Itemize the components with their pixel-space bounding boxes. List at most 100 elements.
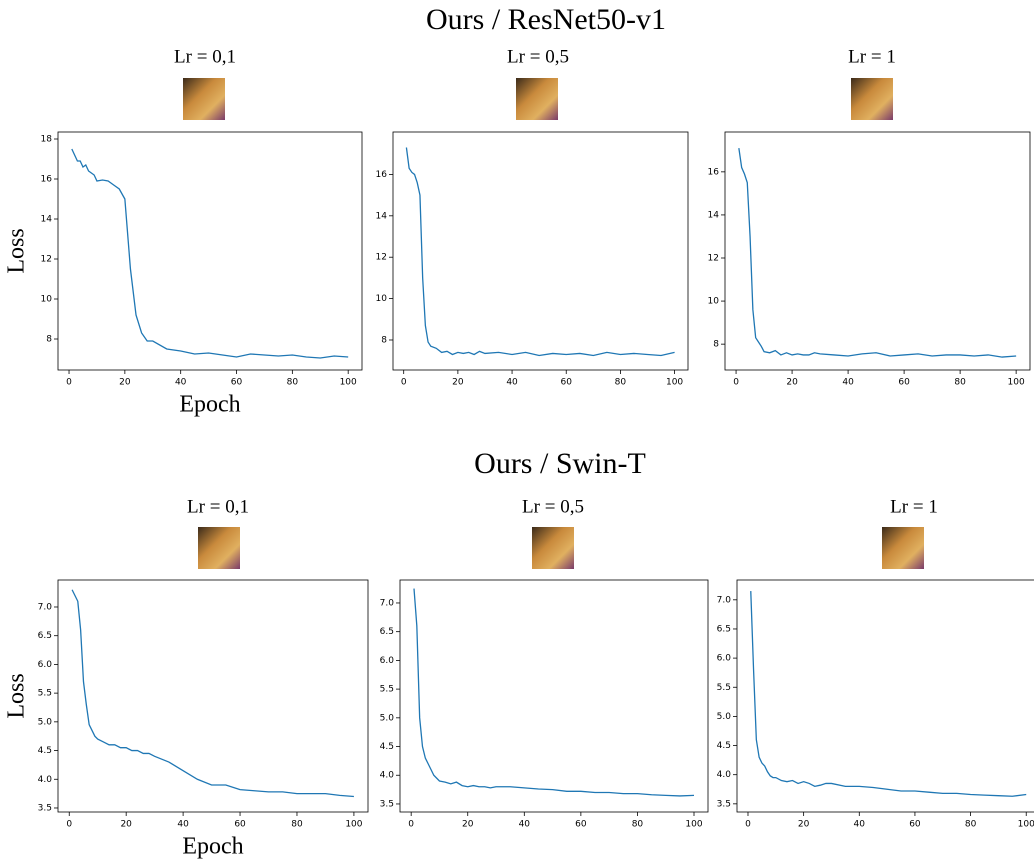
x-tick-label: 0 <box>408 820 414 830</box>
loss-line <box>72 149 348 358</box>
plot-frame <box>58 132 362 370</box>
y-tick-label: 6.5 <box>38 631 52 641</box>
y-tick-label: 18 <box>41 135 53 145</box>
y-tick-label: 12 <box>376 253 387 263</box>
y-tick-label: 8 <box>381 335 387 345</box>
plot-frame <box>400 580 708 812</box>
y-tick-label: 4.0 <box>380 771 395 781</box>
x-tick-label: 0 <box>401 378 407 388</box>
y-tick-label: 3.5 <box>380 799 394 809</box>
y-axis-label: Loss <box>4 228 30 273</box>
x-axis-label: Epoch <box>182 834 243 860</box>
y-tick-label: 5.5 <box>717 683 731 693</box>
plot-frame <box>58 580 368 812</box>
x-tick-label: 0 <box>745 820 751 830</box>
x-tick-label: 0 <box>733 378 739 388</box>
x-tick-label: 0 <box>66 820 72 830</box>
x-tick-label: 100 <box>685 820 702 830</box>
y-tick-label: 16 <box>708 167 720 177</box>
y-tick-label: 5.0 <box>380 713 395 723</box>
y-tick-label: 14 <box>708 210 720 220</box>
chart-title: Lr = 0,5 <box>522 496 584 517</box>
x-tick-label: 100 <box>666 378 683 388</box>
x-tick-label: 20 <box>798 820 810 830</box>
x-tick-label: 40 <box>177 820 189 830</box>
y-tick-label: 8 <box>46 335 52 345</box>
y-tick-label: 4.5 <box>380 742 394 752</box>
y-tick-label: 7.0 <box>380 598 395 608</box>
x-tick-label: 80 <box>632 820 644 830</box>
y-axis-label: Loss <box>4 673 30 718</box>
x-tick-label: 20 <box>452 378 464 388</box>
y-tick-label: 4.0 <box>38 775 53 785</box>
chart-title: Lr = 0,1 <box>187 496 249 517</box>
x-tick-label: 0 <box>66 378 72 388</box>
y-tick-label: 4.0 <box>717 770 732 780</box>
x-tick-label: 100 <box>1018 820 1034 830</box>
thumbnail <box>198 527 240 569</box>
chart-title: Lr = 1 <box>890 496 938 517</box>
y-tick-label: 8 <box>713 340 719 350</box>
y-tick-label: 12 <box>41 255 52 265</box>
y-tick-label: 14 <box>41 215 53 225</box>
x-tick-label: 80 <box>954 378 966 388</box>
chart-title: Lr = 1 <box>848 46 896 67</box>
y-tick-label: 14 <box>376 211 388 221</box>
row-title: Ours / Swin-T <box>474 447 646 480</box>
loss-line <box>72 590 354 797</box>
y-tick-label: 5.5 <box>38 689 52 699</box>
x-axis-label: Epoch <box>179 392 240 418</box>
x-tick-label: 80 <box>291 820 303 830</box>
figure: Ours / ResNet50-v1 Ours / Swin-T Lr = 0,… <box>0 0 1034 862</box>
loss-line <box>414 589 694 796</box>
x-tick-label: 60 <box>231 378 243 388</box>
x-tick-label: 80 <box>615 378 627 388</box>
y-tick-label: 12 <box>708 254 719 264</box>
x-tick-label: 60 <box>909 820 921 830</box>
thumbnail <box>882 527 924 569</box>
x-tick-label: 40 <box>506 378 518 388</box>
y-tick-label: 6.5 <box>717 624 731 634</box>
y-tick-label: 3.5 <box>717 799 731 809</box>
y-tick-label: 16 <box>376 170 388 180</box>
x-tick-label: 60 <box>898 378 910 388</box>
y-tick-label: 7.0 <box>38 602 53 612</box>
thumbnail <box>851 78 893 120</box>
plot-frame <box>393 132 688 370</box>
y-tick-label: 5.5 <box>380 685 394 695</box>
x-tick-label: 40 <box>842 378 854 388</box>
x-tick-label: 40 <box>854 820 866 830</box>
y-tick-label: 4.5 <box>38 746 52 756</box>
y-tick-label: 10 <box>708 297 720 307</box>
thumbnail <box>532 527 574 569</box>
x-tick-label: 40 <box>519 820 531 830</box>
y-tick-label: 3.5 <box>38 803 52 813</box>
row-title: Ours / ResNet50-v1 <box>426 3 666 36</box>
y-tick-label: 7.0 <box>717 595 732 605</box>
loss-line <box>406 148 674 356</box>
y-tick-label: 4.5 <box>717 741 731 751</box>
chart-title: Lr = 0,1 <box>174 46 236 67</box>
y-tick-label: 6.0 <box>380 656 395 666</box>
chart-title: Lr = 0,5 <box>507 46 569 67</box>
thumbnail <box>516 78 558 120</box>
x-tick-label: 100 <box>1008 378 1025 388</box>
loss-line <box>751 591 1026 796</box>
y-tick-label: 10 <box>41 295 53 305</box>
loss-line <box>739 148 1016 357</box>
y-tick-label: 16 <box>41 175 53 185</box>
plot-frame <box>725 132 1030 370</box>
x-tick-label: 20 <box>120 820 132 830</box>
x-tick-label: 80 <box>965 820 977 830</box>
x-tick-label: 20 <box>462 820 474 830</box>
x-tick-label: 100 <box>345 820 362 830</box>
x-tick-label: 60 <box>234 820 246 830</box>
x-tick-label: 100 <box>340 378 357 388</box>
x-tick-label: 20 <box>119 378 131 388</box>
x-tick-label: 80 <box>287 378 299 388</box>
x-tick-label: 60 <box>575 820 587 830</box>
x-tick-label: 20 <box>786 378 798 388</box>
x-tick-label: 40 <box>175 378 187 388</box>
thumbnail <box>183 78 225 120</box>
y-tick-label: 6.0 <box>717 654 732 664</box>
